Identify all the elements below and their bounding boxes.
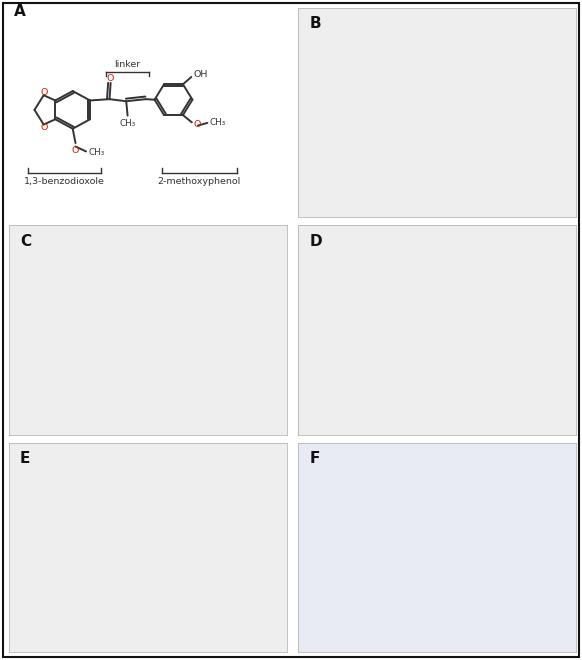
Text: A: A (14, 4, 26, 18)
Text: O: O (41, 123, 48, 131)
Text: B: B (309, 16, 321, 31)
Text: F: F (309, 451, 320, 467)
Text: CH₃: CH₃ (88, 148, 105, 157)
Text: 2-methoxyphenol: 2-methoxyphenol (158, 178, 241, 186)
Text: O: O (107, 74, 114, 82)
Text: CH₃: CH₃ (210, 118, 226, 127)
Text: CH₃: CH₃ (119, 119, 136, 128)
Text: D: D (309, 234, 322, 249)
Text: O: O (194, 120, 201, 129)
Text: O: O (72, 147, 79, 156)
Text: C: C (20, 234, 31, 249)
Text: linker: linker (115, 59, 141, 69)
Text: OH: OH (194, 70, 208, 79)
Text: 1,3-benzodioxole: 1,3-benzodioxole (24, 178, 105, 186)
Text: O: O (41, 88, 48, 97)
Text: E: E (20, 451, 30, 467)
